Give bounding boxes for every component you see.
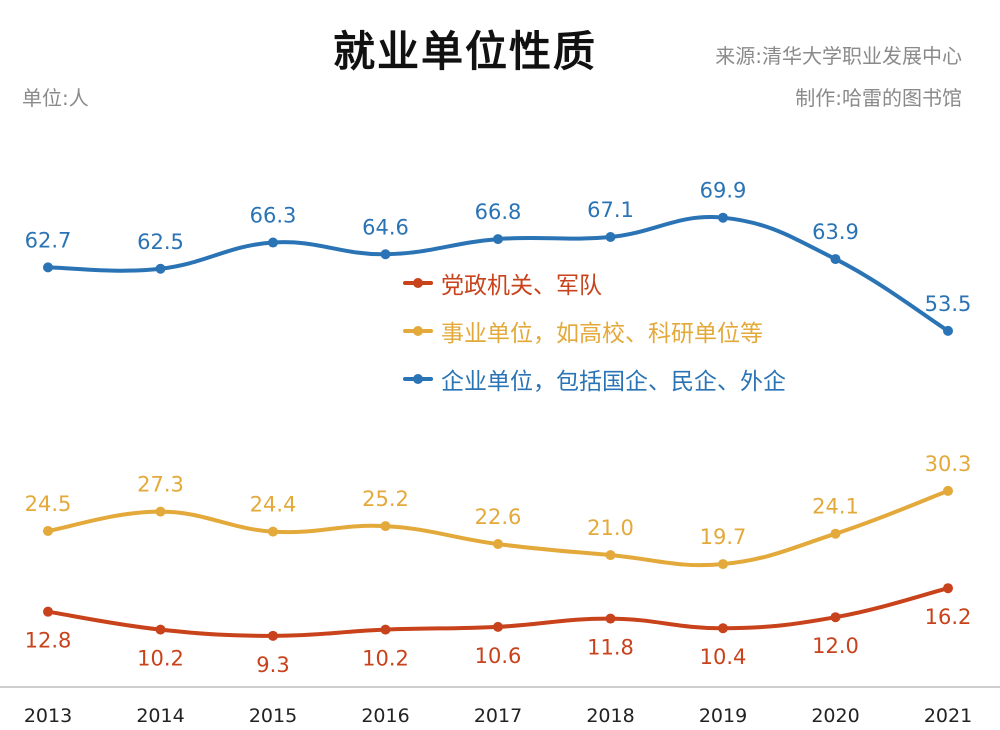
data-point-enterprise <box>380 249 391 260</box>
data-label-enterprise: 66.8 <box>475 200 522 224</box>
legend-label-enterprise: 企业单位，包括国企、民企、外企 <box>441 369 786 395</box>
data-label-enterprise: 64.6 <box>362 215 409 239</box>
data-label-government: 11.8 <box>587 636 634 660</box>
data-label-government: 9.3 <box>256 653 289 677</box>
data-label-institution: 19.7 <box>700 525 747 549</box>
data-label-enterprise: 63.9 <box>812 220 859 244</box>
legend-item-government: 党政机关、军队 <box>403 266 602 300</box>
data-label-institution: 30.3 <box>925 452 972 476</box>
data-label-institution: 22.6 <box>475 505 522 529</box>
data-point-government <box>605 613 616 624</box>
legend-swatch-enterprise <box>403 374 433 384</box>
data-label-government: 10.4 <box>700 645 747 669</box>
data-point-institution <box>43 525 53 536</box>
x-tick-label: 2017 <box>474 705 522 727</box>
data-point-institution <box>493 539 503 550</box>
data-point-government <box>943 583 953 594</box>
data-point-enterprise <box>718 212 728 223</box>
x-tick-label: 2014 <box>136 705 184 727</box>
data-point-enterprise <box>830 254 841 265</box>
data-label-government: 10.2 <box>137 647 184 671</box>
data-label-enterprise: 67.1 <box>587 198 634 222</box>
data-point-enterprise <box>493 234 503 245</box>
legend-swatch-government <box>403 278 433 288</box>
data-point-institution <box>155 506 166 517</box>
data-label-enterprise: 62.5 <box>137 230 184 254</box>
x-tick-label: 2013 <box>24 705 72 727</box>
data-point-enterprise <box>605 232 616 243</box>
data-point-institution <box>605 550 616 561</box>
legend-swatch-institution <box>403 326 433 336</box>
data-point-government <box>493 621 503 632</box>
data-point-government <box>155 624 166 635</box>
data-point-enterprise <box>155 263 166 274</box>
data-label-government: 12.0 <box>812 634 859 658</box>
data-label-enterprise: 66.3 <box>250 204 297 228</box>
data-label-government: 10.6 <box>475 644 522 668</box>
legend-item-enterprise: 企业单位，包括国企、民企、外企 <box>403 362 786 396</box>
data-point-enterprise <box>943 325 953 336</box>
data-point-government <box>830 612 841 623</box>
data-point-government <box>268 630 278 641</box>
legend-label-institution: 事业单位，如高校、科研单位等 <box>441 321 763 347</box>
chart-title: 就业单位性质 <box>332 27 597 76</box>
data-label-enterprise: 62.7 <box>25 228 72 252</box>
unit-label: 单位:人 <box>22 86 89 110</box>
data-point-government <box>43 606 53 617</box>
data-label-government: 10.2 <box>362 647 409 671</box>
data-point-government <box>380 624 391 635</box>
x-tick-label: 2021 <box>924 705 972 727</box>
data-point-institution <box>943 485 953 496</box>
x-tick-label: 2020 <box>811 705 859 727</box>
data-label-institution: 21.0 <box>587 516 634 540</box>
data-label-institution: 25.2 <box>362 487 409 511</box>
x-tick-label: 2019 <box>699 705 747 727</box>
source-note: 来源:清华大学职业发展中心 <box>715 44 962 68</box>
data-point-government <box>718 623 728 634</box>
data-point-enterprise <box>43 262 53 273</box>
data-point-institution <box>718 559 728 570</box>
data-point-institution <box>380 521 391 532</box>
data-label-enterprise: 53.5 <box>925 292 972 316</box>
data-label-institution: 27.3 <box>137 473 184 497</box>
x-tick-label: 2018 <box>586 705 634 727</box>
x-tick-label: 2015 <box>249 705 297 727</box>
data-label-enterprise: 69.9 <box>700 179 747 203</box>
data-label-institution: 24.4 <box>250 493 297 517</box>
data-point-institution <box>268 526 278 537</box>
data-label-institution: 24.1 <box>812 495 859 519</box>
data-point-enterprise <box>268 237 278 248</box>
data-label-institution: 24.5 <box>25 492 72 516</box>
x-tick-label: 2016 <box>361 705 409 727</box>
maker-note: 制作:哈雷的图书馆 <box>795 86 962 110</box>
legend-item-institution: 事业单位，如高校、科研单位等 <box>403 314 763 348</box>
legend-label-government: 党政机关、军队 <box>441 273 602 299</box>
data-point-institution <box>830 528 841 539</box>
data-label-government: 12.8 <box>25 629 72 653</box>
data-label-government: 16.2 <box>925 605 972 629</box>
